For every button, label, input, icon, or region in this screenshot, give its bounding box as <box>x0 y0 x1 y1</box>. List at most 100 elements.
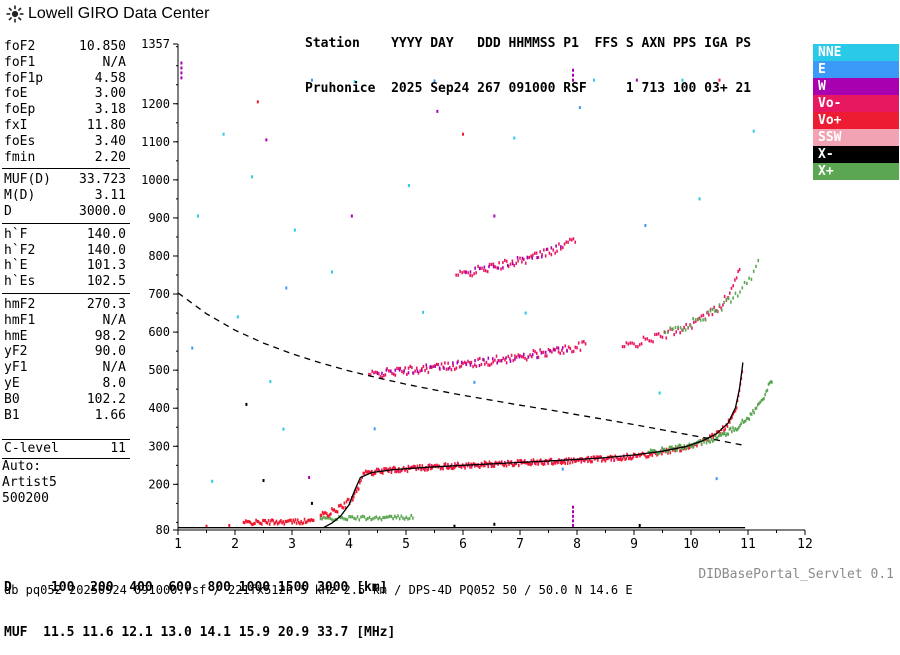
separator-line <box>2 222 130 224</box>
param-row: foEp 3.18 <box>2 102 130 118</box>
param-value: 90.0 <box>94 344 126 360</box>
autoscaling-info-line: Auto: <box>2 459 42 475</box>
param-label: hmF1 <box>4 312 36 328</box>
param-value: N/A <box>102 54 126 70</box>
param-label: D <box>4 203 12 219</box>
curve-artist-otrace-fit <box>323 362 744 529</box>
y-tick-label: 200 <box>148 477 170 491</box>
param-label: foF1p <box>4 70 44 86</box>
legend-item-vo: Vo+ <box>813 112 899 129</box>
param-row: yF1 N/A <box>2 360 130 376</box>
separator-line <box>2 292 130 294</box>
param-label: foF2 <box>4 39 36 54</box>
x-tick-label: 12 <box>797 537 813 552</box>
distance-row: D 100 200 400 600 800 1000 1500 3000 [km… <box>4 580 388 595</box>
noise-blue <box>191 78 718 481</box>
y-tick-label: 600 <box>148 325 170 339</box>
y-tick-label: 400 <box>148 401 170 415</box>
param-row: fxI 11.80 <box>2 118 130 134</box>
param-value: 3.11 <box>94 188 126 204</box>
x-tick-label: 8 <box>573 537 581 552</box>
param-row: MUF(D) 33.723 <box>2 172 130 188</box>
logo-title: Lowell GIRO Data Center <box>28 5 210 22</box>
param-label: h`Es <box>4 274 36 290</box>
spacer <box>2 423 130 439</box>
legend-item-vo: Vo- <box>813 95 899 112</box>
param-row: foF1p 4.58 <box>2 71 130 87</box>
param-row: yF2 90.0 <box>2 344 130 360</box>
param-value: 3000.0 <box>79 203 126 219</box>
param-row: fmin 2.20 <box>2 150 130 166</box>
param-label: M(D) <box>4 188 36 204</box>
y-tick-label: 1100 <box>141 135 170 149</box>
y-tick-label: 900 <box>148 211 170 225</box>
param-label: yF1 <box>4 360 28 376</box>
measurement-info-line: db pq052 20250924 091000.rsf / 221fx512h… <box>4 583 633 597</box>
param-row: B1 1.66 <box>2 408 130 424</box>
param-value: 270.3 <box>86 296 126 312</box>
y-tick-label: 300 <box>148 439 170 453</box>
param-label: foEp <box>4 102 36 118</box>
trace-hop3-F-pink <box>455 237 577 278</box>
param-label: h`F2 <box>4 242 36 258</box>
param-value: 101.3 <box>86 258 126 274</box>
separator-line <box>2 168 130 170</box>
param-row: foE 3.00 <box>2 86 130 102</box>
x-tick-label: 2 <box>231 537 239 552</box>
param-row: C-level 11 <box>2 441 130 457</box>
y-tick-label: 1357 <box>141 37 170 51</box>
param-label: hmF2 <box>4 296 36 312</box>
param-value: 2.20 <box>94 149 126 165</box>
y-tick-label: 500 <box>148 363 170 377</box>
ionogram-chart: 1357120011001000900800700600500400300200… <box>141 37 813 552</box>
y-tick-label: 1000 <box>141 173 170 187</box>
param-value: 4.58 <box>94 70 126 86</box>
sun-icon <box>6 5 24 23</box>
curve-transmission-curve <box>177 292 746 447</box>
station-header-line2: Pruhonice 2025 Sep24 267 091000 RSF 1 71… <box>305 81 752 96</box>
param-value: N/A <box>102 360 126 376</box>
legend-item-e: E <box>813 61 899 78</box>
noise-red <box>205 78 721 528</box>
giro-logo: Lowell GIRO Data Center <box>6 5 209 23</box>
param-value: 33.723 <box>79 172 126 188</box>
param-row: foF1 N/A <box>2 55 130 71</box>
y-tick-label: 800 <box>148 249 170 263</box>
trace-hop2-nearfoF2-green <box>664 258 760 335</box>
param-row: hmF1 N/A <box>2 313 130 329</box>
parameter-sidebar: foF2 10.850 foF1 N/A foF1p 4.58 foE 3.00 foEp 3.1… <box>2 39 130 507</box>
param-value: 102.5 <box>86 274 126 290</box>
param-label: B1 <box>4 407 20 423</box>
noise-cyan <box>196 78 755 483</box>
x-tick-label: 11 <box>740 537 756 552</box>
noise-magenta <box>180 61 638 527</box>
param-row: foF2 10.850 <box>2 39 130 55</box>
distance-muf-table: D 100 200 400 600 800 1000 1500 3000 [km… <box>4 550 395 655</box>
trace-f-trace-X <box>647 380 773 456</box>
trace-f-trace-foot <box>319 475 363 518</box>
param-value: 8.0 <box>102 375 126 391</box>
param-label: h`F <box>4 226 28 242</box>
param-label: foE <box>4 86 28 102</box>
param-value: 98.2 <box>94 328 126 344</box>
confidence-level-box: C-level 11 <box>2 439 130 460</box>
y-tick-label: 80 <box>156 523 170 537</box>
param-label: C-level <box>4 441 59 457</box>
param-label: MUF(D) <box>4 172 51 188</box>
param-value: 3.40 <box>94 133 126 149</box>
param-row: h`F2 140.0 <box>2 243 130 259</box>
legend-item-x: X+ <box>813 163 899 180</box>
param-value: N/A <box>102 312 126 328</box>
trace-hop3-F-magenta <box>465 244 562 275</box>
x-tick-label: 9 <box>630 537 638 552</box>
legend-item-x: X- <box>813 146 899 163</box>
param-label: fmin <box>4 149 36 165</box>
param-row: hmF2 270.3 <box>2 297 130 313</box>
param-value: 3.18 <box>94 102 126 118</box>
param-row: yE 8.0 <box>2 376 130 392</box>
param-row: hmE 98.2 <box>2 329 130 345</box>
x-tick-label: 4 <box>345 537 353 552</box>
trace-hop2-nearfoF2-pink <box>621 267 741 349</box>
param-row: h`E 101.3 <box>2 258 130 274</box>
trace-es-trace-X <box>319 513 414 522</box>
